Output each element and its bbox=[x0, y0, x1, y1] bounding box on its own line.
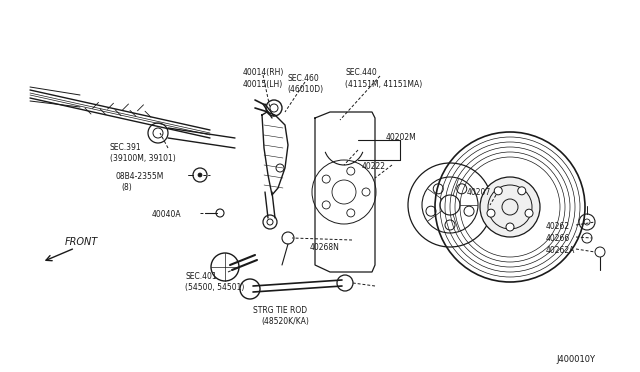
Text: (39100M, 39101): (39100M, 39101) bbox=[110, 154, 176, 163]
Circle shape bbox=[487, 209, 495, 217]
Text: SEC.391: SEC.391 bbox=[110, 143, 141, 152]
Text: 40268N: 40268N bbox=[310, 243, 340, 252]
Text: (54500, 54501): (54500, 54501) bbox=[185, 283, 244, 292]
Circle shape bbox=[198, 173, 202, 177]
Circle shape bbox=[480, 177, 540, 237]
Text: FRONT: FRONT bbox=[65, 237, 99, 247]
Text: STRG TIE ROD: STRG TIE ROD bbox=[253, 306, 307, 315]
Circle shape bbox=[525, 209, 533, 217]
Text: (46010D): (46010D) bbox=[287, 85, 323, 94]
Text: SEC.460: SEC.460 bbox=[287, 74, 319, 83]
Text: 40202M: 40202M bbox=[386, 133, 417, 142]
Text: 08B4-2355M: 08B4-2355M bbox=[115, 172, 163, 181]
Text: 40262A: 40262A bbox=[546, 246, 575, 255]
Text: 40015(LH): 40015(LH) bbox=[243, 80, 284, 89]
Text: SEC.401: SEC.401 bbox=[185, 272, 216, 281]
Text: SEC.440: SEC.440 bbox=[345, 68, 377, 77]
Text: 40222: 40222 bbox=[362, 162, 386, 171]
Circle shape bbox=[494, 187, 502, 195]
Text: (8): (8) bbox=[121, 183, 132, 192]
Circle shape bbox=[518, 187, 525, 195]
Text: J400010Y: J400010Y bbox=[556, 355, 595, 364]
Circle shape bbox=[506, 223, 514, 231]
Text: 40014(RH): 40014(RH) bbox=[243, 68, 284, 77]
Text: 40262: 40262 bbox=[546, 222, 570, 231]
Text: 40207: 40207 bbox=[467, 188, 492, 197]
Text: (41151M, 41151MA): (41151M, 41151MA) bbox=[345, 80, 422, 89]
Text: 40266: 40266 bbox=[546, 234, 570, 243]
Text: (48520K/KA): (48520K/KA) bbox=[261, 317, 309, 326]
Text: 40040A: 40040A bbox=[152, 210, 182, 219]
